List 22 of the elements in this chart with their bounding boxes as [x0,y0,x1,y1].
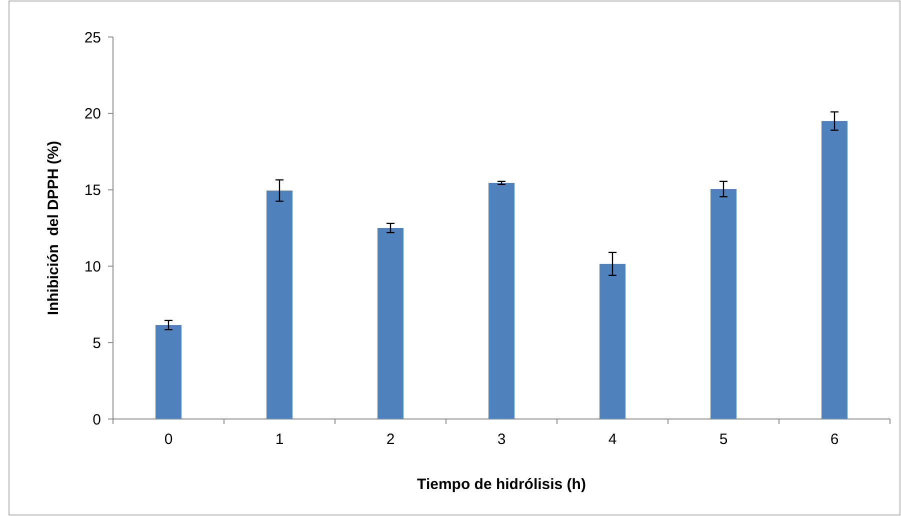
x-tick-label: 2 [386,431,395,448]
x-tick-label: 3 [497,431,506,448]
bar [822,121,848,419]
y-tick-label: 5 [92,334,101,352]
bar [378,228,404,419]
bar [600,264,626,419]
bar [710,189,736,419]
x-tick-label: 0 [164,431,173,448]
bar [156,325,182,419]
x-tick-label: 1 [275,431,284,448]
x-tick-label: 5 [719,431,728,448]
y-tick-label: 0 [92,411,101,428]
bar [266,190,292,419]
x-tick-label: 4 [608,431,617,448]
bar [488,182,514,419]
y-tick-label: 15 [84,182,101,200]
y-tick-label: 10 [84,258,101,276]
y-tick-label: 25 [84,29,101,46]
y-axis-title: Inhibición del DPPH (%) [45,140,62,316]
x-tick-label: 6 [830,431,839,448]
y-tick-label: 20 [84,106,101,123]
x-axis-title: Tiempo de hidrólisis (h) [417,476,586,493]
